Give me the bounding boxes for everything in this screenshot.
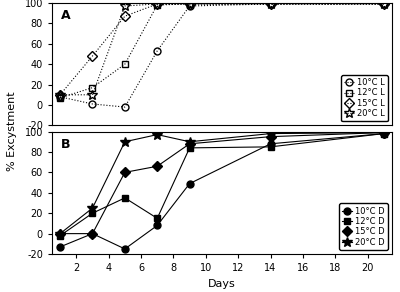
X-axis label: Days: Days: [208, 279, 236, 288]
Text: B: B: [60, 138, 70, 151]
Legend: 10°C L, 12°C L, 15°C L, 20°C L: 10°C L, 12°C L, 15°C L, 20°C L: [341, 75, 388, 121]
Text: % Excystment: % Excystment: [7, 92, 17, 171]
Legend: 10°C D, 12°C D, 15°C D, 20°C D: 10°C D, 12°C D, 15°C D, 20°C D: [339, 204, 388, 250]
Text: A: A: [60, 9, 70, 22]
